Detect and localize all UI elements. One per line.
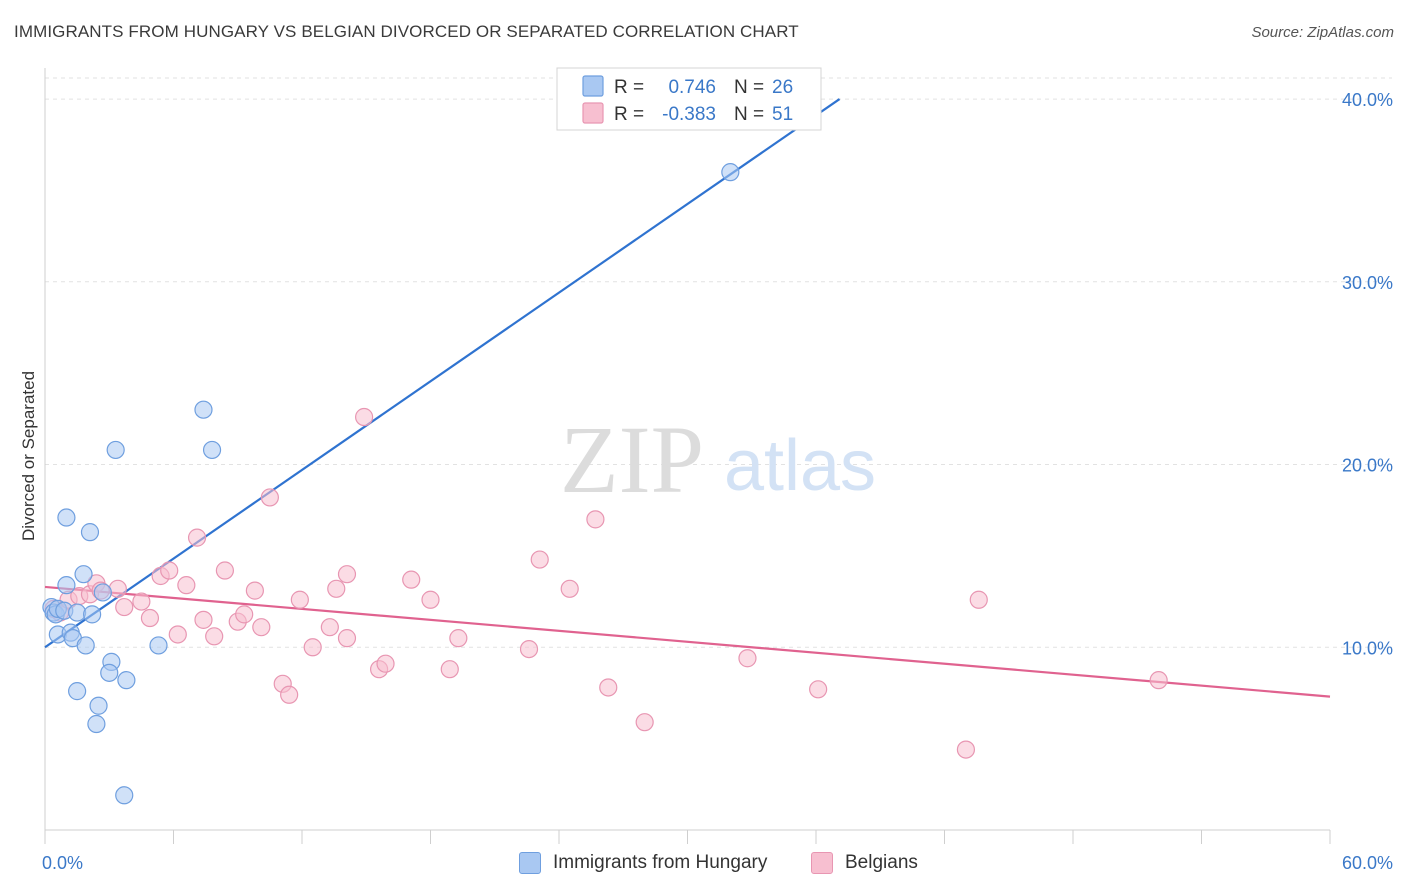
belgians-point [337, 629, 357, 648]
y-tick-label: 10.0% [1342, 638, 1393, 658]
belgians-point [560, 579, 579, 598]
hungary-point [80, 523, 100, 542]
hungary-point [115, 786, 134, 805]
belgians-point [187, 528, 207, 547]
y-tick-label: 40.0% [1342, 90, 1393, 110]
legend-item-hungary: Immigrants from Hungary [519, 852, 767, 874]
watermark: ZIP atlas [560, 406, 876, 513]
y-tick-label: 30.0% [1342, 273, 1393, 293]
legend-n-label-belgians: N = [734, 104, 764, 125]
legend-label-belgians: Belgians [845, 852, 918, 873]
source-label: Source: ZipAtlas.com [1251, 24, 1394, 41]
belgians-point [376, 654, 395, 673]
belgians-point [140, 608, 160, 628]
belgians-point [168, 625, 187, 644]
belgians-point [738, 649, 757, 668]
chart-title: IMMIGRANTS FROM HUNGARY VS BELGIAN DIVOR… [14, 22, 799, 41]
hungary-point [194, 400, 213, 419]
legend-swatch-hungary [582, 75, 604, 97]
watermark-zip: ZIP [560, 406, 704, 513]
belgians-point [194, 610, 213, 629]
legend-r-label-hungary: R = [614, 77, 644, 98]
watermark-atlas: atlas [724, 426, 876, 506]
belgians-point [327, 579, 346, 598]
hungary-point [149, 636, 168, 655]
belgians-point [402, 570, 421, 589]
belgians-point [421, 590, 440, 609]
belgians-point [969, 590, 988, 609]
belgians-point [280, 685, 299, 704]
grid-lines [45, 77, 1392, 648]
legend-n-value-belgians: 51 [772, 104, 793, 125]
belgians-point [108, 579, 127, 598]
belgians-point [205, 627, 224, 646]
legend-r-value-belgians: -0.383 [662, 104, 716, 125]
belgians-point [235, 605, 254, 624]
hungary-point [117, 671, 136, 690]
belgians-point [260, 488, 279, 507]
belgians-point [355, 407, 374, 427]
hungary-point [83, 605, 102, 624]
belgians-point [809, 680, 828, 699]
hungary-point [721, 163, 740, 182]
x-ticks [44, 830, 1331, 844]
belgians-point [320, 618, 339, 637]
y-tick-labels: 10.0% 20.0% 30.0% 40.0% [1342, 90, 1393, 658]
hungary-point [57, 508, 76, 527]
belgians-point [956, 740, 976, 759]
belgians-point [132, 592, 151, 611]
belgians-point [530, 550, 549, 569]
belgians-point [337, 565, 357, 584]
hungary-point [76, 636, 95, 655]
hungary-point [68, 603, 87, 622]
belgians-point [303, 638, 322, 657]
belgians-point [1149, 671, 1168, 690]
legend-swatch-belgians [582, 102, 604, 124]
hungary-point [68, 682, 87, 701]
series-legend: Immigrants from Hungary Belgians [0, 852, 1406, 878]
hungary-point [89, 696, 108, 715]
x-tick-label-min: 0.0% [42, 853, 83, 873]
trend-lines [44, 98, 1331, 698]
legend-item-belgians: Belgians [811, 852, 918, 874]
hungary-point [87, 714, 106, 734]
belgians-point [599, 678, 618, 697]
hungary-point [93, 583, 112, 602]
hungary-point [202, 440, 222, 460]
legend-r-label-belgians: R = [614, 104, 644, 125]
x-tick-label-max: 60.0% [1342, 853, 1393, 873]
belgians-point [215, 561, 234, 580]
belgians-point [519, 639, 539, 659]
y-axis-title: Divorced or Separated [19, 371, 38, 541]
belgians-point [177, 576, 196, 595]
belgians-point [115, 597, 134, 617]
legend-n-value-hungary: 26 [772, 77, 793, 98]
legend-r-value-hungary: 0.746 [668, 77, 716, 98]
hungary-point [74, 565, 93, 584]
x-tick-labels: 0.0% 60.0% [42, 853, 1393, 873]
hungary-trend-line [44, 98, 841, 649]
belgians-point [449, 629, 468, 648]
belgians-point [635, 713, 654, 732]
belgians-point [586, 510, 605, 529]
legend-swatch-belgians-bottom [811, 852, 833, 874]
hungary-point [106, 440, 125, 460]
belgians-trend-line [44, 585, 1331, 698]
belgians-point [160, 561, 179, 580]
legend-swatch-hungary-bottom [519, 852, 541, 874]
legend-n-label-hungary: N = [734, 77, 764, 98]
belgians-point [440, 660, 459, 679]
y-tick-label: 20.0% [1342, 456, 1393, 476]
legend-label-hungary: Immigrants from Hungary [553, 852, 768, 873]
belgians-point [252, 618, 271, 637]
hungary-point [57, 576, 76, 595]
belgians-point [245, 581, 264, 600]
stats-legend: R = 0.746 N = 26 R = -0.383 N = 51 [556, 67, 822, 131]
belgians-point [290, 590, 309, 609]
hungary-point [100, 663, 119, 682]
hungary-points [42, 163, 740, 805]
